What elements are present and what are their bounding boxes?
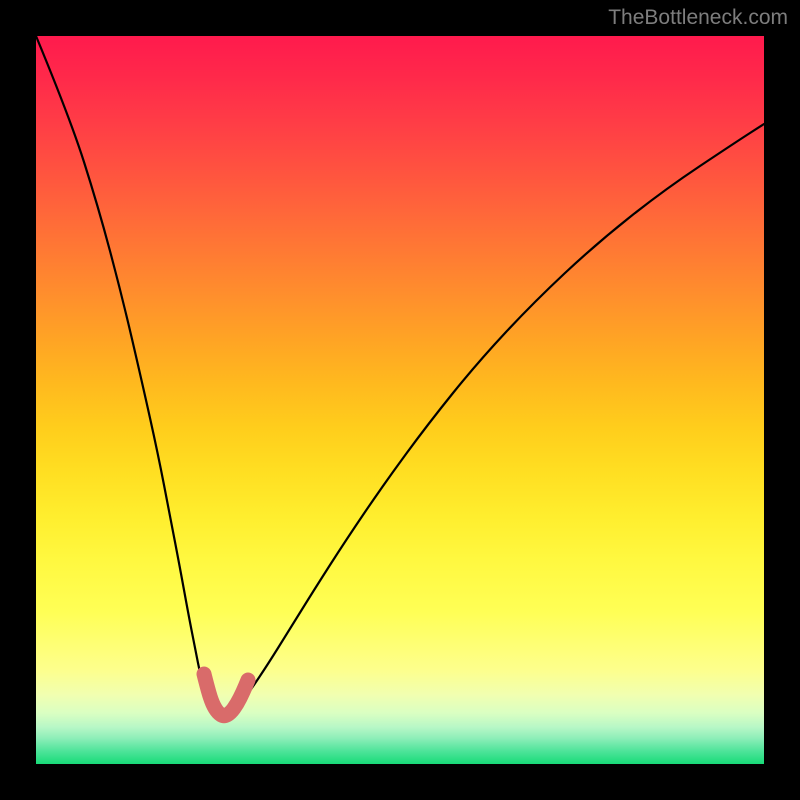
watermark-text: TheBottleneck.com — [608, 6, 788, 30]
chart-overlay-svg — [0, 0, 800, 800]
